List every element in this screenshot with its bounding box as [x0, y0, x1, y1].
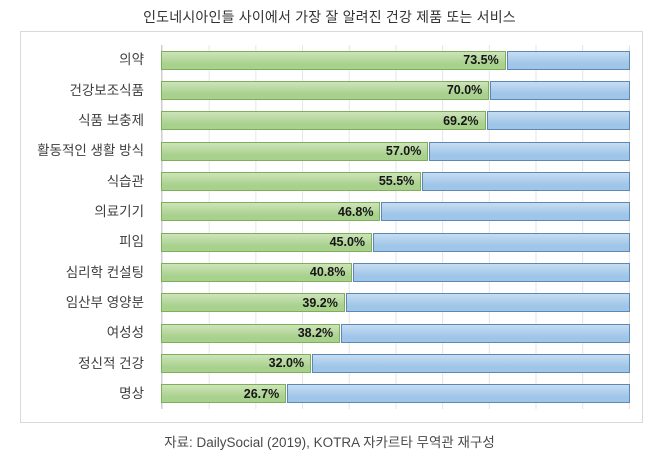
bar-track: 40.8% — [161, 262, 630, 282]
bar-remainder-segment — [312, 353, 630, 373]
bar-remainder-segment — [422, 171, 630, 191]
source-note: 자료: DailySocial (2019), KOTRA 자카르타 무역관 재… — [164, 435, 495, 450]
bar-track: 38.2% — [161, 323, 630, 343]
bar-known-segment: 73.5% — [161, 50, 506, 70]
bar-remainder-segment — [490, 80, 630, 100]
bar-remainder-segment — [373, 232, 630, 252]
chart-row: 임산부 영양분 39.2% — [21, 293, 630, 313]
category-label: 의료기기 — [94, 204, 144, 220]
bar-value-label: 39.2% — [302, 295, 338, 310]
chart-title: 인도네시아인들 사이에서 가장 잘 알려진 건강 제품 또는 서비스 — [143, 9, 516, 25]
category-label: 정신적 건강 — [78, 355, 144, 371]
chart-row: 피임 45.0% — [21, 232, 630, 252]
bar-value-label: 69.2% — [443, 113, 479, 128]
chart-container: 의약 73.5% 건강보조식품 70.0% 식품 보충제 69.2% 활동적인 … — [20, 31, 643, 423]
bar-track: 39.2% — [161, 293, 630, 313]
bar-known-segment: 69.2% — [161, 111, 486, 131]
bar-track: 73.5% — [161, 50, 630, 70]
bar-known-segment: 55.5% — [161, 171, 422, 191]
bar-track: 46.8% — [161, 202, 630, 222]
bar-known-segment: 32.0% — [161, 353, 312, 373]
bar-known-segment: 45.0% — [161, 232, 373, 252]
bar-track: 32.0% — [161, 353, 630, 373]
bar-known-segment: 70.0% — [161, 80, 490, 100]
bar-value-label: 38.2% — [297, 325, 334, 340]
category-label: 식품 보충제 — [78, 113, 144, 129]
category-label: 의약 — [119, 52, 144, 68]
category-label: 여성성 — [106, 325, 144, 341]
bar-remainder-segment — [429, 141, 630, 161]
category-label: 명상 — [119, 386, 144, 402]
bar-value-label: 45.0% — [329, 234, 366, 249]
category-label: 심리학 컨설팅 — [65, 264, 144, 280]
chart-row: 의약 73.5% — [21, 50, 630, 70]
bar-value-label: 32.0% — [268, 356, 305, 371]
chart-row: 식습관 55.5% — [21, 171, 630, 191]
bar-track: 57.0% — [161, 141, 630, 161]
bar-remainder-segment — [287, 384, 630, 404]
bar-track: 70.0% — [161, 80, 630, 100]
chart-row: 식품 보충제 69.2% — [21, 111, 630, 131]
category-label: 임산부 영양분 — [65, 295, 144, 311]
bar-value-label: 40.8% — [309, 265, 346, 280]
bar-remainder-segment — [381, 202, 630, 222]
bar-value-label: 55.5% — [378, 174, 415, 189]
plot-gridlines — [161, 45, 630, 409]
bar-value-label: 70.0% — [446, 83, 483, 98]
bar-track: 45.0% — [161, 232, 630, 252]
bar-track: 55.5% — [161, 171, 630, 191]
bar-track: 69.2% — [161, 111, 630, 131]
bar-track: 26.7% — [161, 384, 630, 404]
chart-row: 의료기기 46.8% — [21, 202, 630, 222]
category-label: 활동적인 생활 방식 — [37, 143, 144, 159]
category-label: 피임 — [119, 234, 144, 250]
bar-known-segment: 46.8% — [161, 202, 381, 222]
bar-known-segment: 40.8% — [161, 262, 353, 282]
chart-row: 활동적인 생활 방식 57.0% — [21, 141, 630, 161]
bar-value-label: 57.0% — [385, 143, 422, 158]
bar-value-label: 73.5% — [463, 52, 499, 67]
bar-value-label: 46.8% — [338, 204, 374, 219]
bar-known-segment: 26.7% — [161, 384, 287, 404]
bar-remainder-segment — [506, 50, 630, 70]
bar-remainder-segment — [486, 111, 630, 131]
chart-row: 명상 26.7% — [21, 384, 630, 404]
bar-remainder-segment — [353, 262, 630, 282]
bar-value-label: 26.7% — [243, 386, 280, 401]
chart-row: 여성성 38.2% — [21, 323, 630, 343]
chart-row: 정신적 건강 32.0% — [21, 353, 630, 373]
category-label: 식습관 — [106, 173, 144, 189]
chart-row: 심리학 컨설팅 40.8% — [21, 262, 630, 282]
category-label: 건강보조식품 — [69, 82, 144, 98]
bar-known-segment: 39.2% — [161, 293, 345, 313]
bar-known-segment: 57.0% — [161, 141, 429, 161]
chart-rows: 의약 73.5% 건강보조식품 70.0% 식품 보충제 69.2% 활동적인 … — [21, 45, 630, 409]
bar-known-segment: 38.2% — [161, 323, 341, 343]
bar-remainder-segment — [341, 323, 630, 343]
chart-row: 건강보조식품 70.0% — [21, 80, 630, 100]
bar-remainder-segment — [345, 293, 630, 313]
